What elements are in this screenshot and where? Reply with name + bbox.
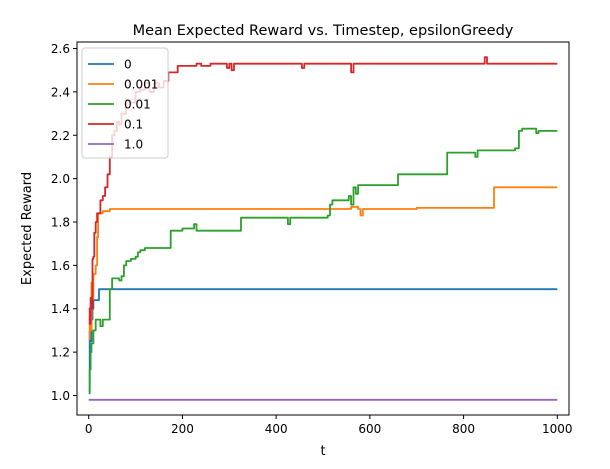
y-tick-label: 2.6 bbox=[51, 42, 70, 56]
y-tick-label: 1.8 bbox=[51, 215, 70, 229]
x-axis-label: t bbox=[320, 444, 325, 459]
x-tick-label: 800 bbox=[452, 422, 475, 436]
x-tick-label: 200 bbox=[171, 422, 194, 436]
legend-label: 1.0 bbox=[124, 138, 143, 152]
legend-label: 0 bbox=[124, 58, 132, 72]
y-tick-label: 2.0 bbox=[51, 172, 70, 186]
legend-box bbox=[81, 47, 169, 159]
y-tick-label: 1.4 bbox=[51, 302, 70, 316]
x-tick-label: 600 bbox=[358, 422, 381, 436]
y-axis-label: Expected Reward bbox=[20, 172, 35, 285]
y-tick-label: 1.2 bbox=[51, 346, 70, 360]
axis-ticks: 0 200 400 600 800 1000 1.0 1.2 1.4 1.6 1.8 2.0 2.2 2.… bbox=[51, 42, 573, 436]
y-tick-label: 2.4 bbox=[51, 85, 70, 99]
y-tick-label: 1.0 bbox=[51, 389, 70, 403]
chart-title: Mean Expected Reward vs. Timestep, epsil… bbox=[133, 23, 514, 39]
series-line-2 bbox=[88, 127, 558, 395]
axes-frame bbox=[76, 41, 570, 416]
x-tick-label: 0 bbox=[85, 422, 93, 436]
y-tick-label: 2.2 bbox=[51, 129, 70, 143]
legend-label: 0.001 bbox=[124, 78, 158, 92]
x-tick-label: 1000 bbox=[542, 422, 573, 436]
legend: 0 0.001 0.01 0.1 1.0 bbox=[81, 47, 169, 159]
x-tick-label: 400 bbox=[265, 422, 288, 436]
legend-label: 0.1 bbox=[124, 118, 143, 132]
legend-label: 0.01 bbox=[124, 98, 151, 112]
y-tick-label: 1.6 bbox=[51, 259, 70, 273]
